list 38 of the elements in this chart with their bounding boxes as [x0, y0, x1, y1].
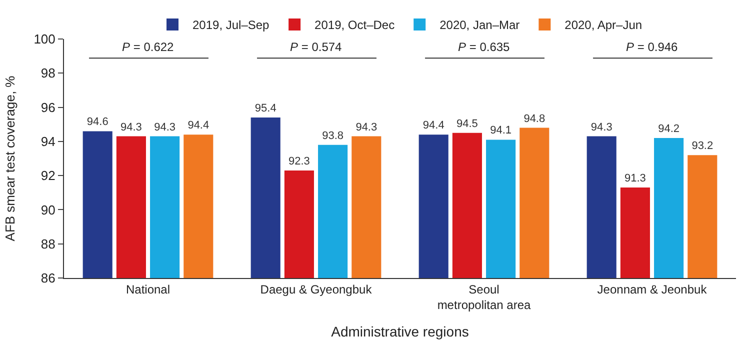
x-tick-label: National — [126, 282, 170, 296]
data-label: 94.5 — [456, 118, 478, 130]
y-tick-label: 92 — [40, 168, 56, 184]
y-tick-label: 100 — [34, 32, 56, 47]
data-label: 94.3 — [154, 121, 176, 134]
y-tick-label: 98 — [40, 66, 56, 81]
data-label: 94.4 — [422, 120, 444, 132]
data-label: 94.1 — [490, 124, 512, 137]
data-label: 94.8 — [524, 112, 546, 125]
data-label: 94.3 — [356, 121, 378, 134]
legend-label: 2019, Oct–Dec — [314, 18, 395, 32]
y-tick-label: 86 — [40, 270, 56, 286]
x-tick-label: Jeonnam & Jeonbuk — [597, 282, 708, 296]
x-tick-label: Daegu & Gyeongbuk — [260, 282, 373, 296]
annotation: P = 0.946 — [626, 40, 678, 54]
annotation: P = 0.574 — [290, 40, 342, 54]
y-tick-label: 94 — [40, 134, 56, 149]
x-axis-title: Administrative regions — [331, 323, 469, 340]
data-label: 94.4 — [188, 120, 210, 132]
data-label: 94.3 — [590, 121, 612, 134]
y-axis-title: AFB smear test coverage, % — [2, 75, 18, 242]
y-tick-label: 90 — [40, 202, 56, 218]
legend-label: 2020, Apr–Jun — [564, 18, 642, 32]
data-label: 92.3 — [288, 155, 310, 168]
data-label: 94.6 — [86, 116, 108, 128]
y-tick-label: 96 — [40, 100, 56, 115]
annotation: P = 0.622 — [122, 40, 174, 54]
data-label: 93.2 — [692, 140, 714, 152]
data-label: 95.4 — [254, 102, 276, 115]
data-label: 94.3 — [120, 121, 142, 134]
annotation: P = 0.635 — [458, 40, 510, 54]
data-label: 91.3 — [624, 172, 646, 185]
data-label: 94.2 — [658, 123, 680, 136]
y-tick-label: 88 — [40, 236, 56, 252]
data-label: 93.8 — [322, 130, 344, 142]
legend-label: 2019, Jul–Sep — [192, 18, 270, 32]
legend-label: 2020, Jan–Mar — [440, 18, 520, 32]
x-tick-label: Seoul metropolitan area — [437, 282, 532, 312]
